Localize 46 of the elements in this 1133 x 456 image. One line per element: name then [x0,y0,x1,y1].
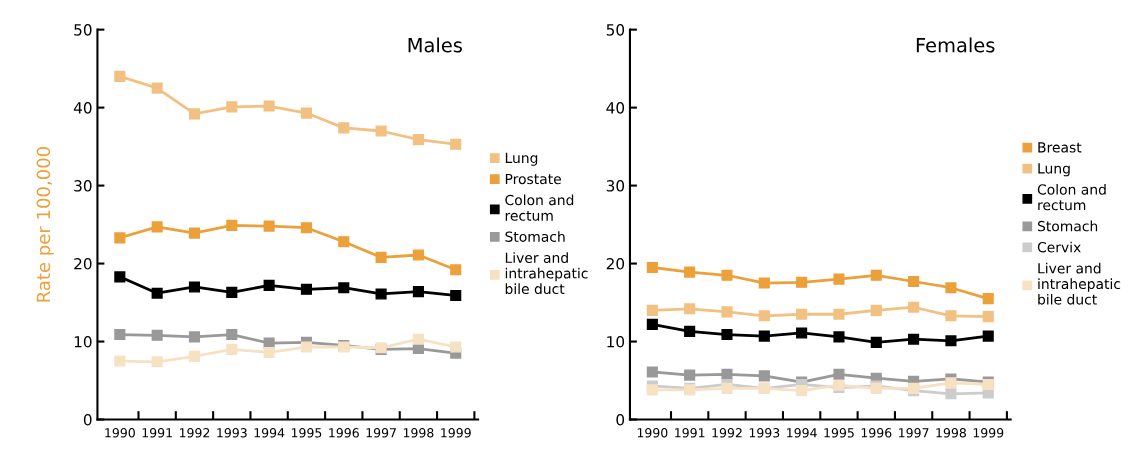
legend-label: Stomach [505,231,565,242]
y-tick-label: 20 [606,258,625,270]
x-tick-label: 1995 [824,428,854,438]
x-tick-label: 1999 [973,428,1004,438]
legend-label: Colon and rectum [505,194,574,221]
legend-label: Colon and rectum [1037,183,1106,211]
x-tick-label: 1996 [861,428,892,438]
x-tick-label: 1998 [403,428,434,438]
y-tick-label: 20 [74,258,92,270]
y-tick-label: 40 [73,102,92,114]
legend-label: Cervix [1037,241,1081,253]
y-tick-label: 30 [74,180,92,192]
y-tick-label: 10 [74,336,92,348]
y-tick-label: 10 [607,336,625,348]
y-tick-label: 50 [74,24,92,36]
legend-label: Stomach [1037,220,1098,232]
x-tick-label: 1994 [787,428,817,438]
x-tick-label: 1991 [675,428,705,438]
x-tick-label: 1996 [329,428,359,438]
legend-label: Breast [1038,142,1082,153]
x-tick-label: 1999 [441,428,471,438]
x-tick-label: 1992 [712,428,742,438]
x-tick-label: 1990 [105,428,135,438]
legend-label: Lung [505,152,538,166]
legend-label: Liver and intrahepatic bile duct [1038,262,1121,305]
x-tick-label: 1990 [637,428,668,438]
y-tick-label: 0 [616,413,625,426]
x-tick-label: 1995 [291,428,322,438]
y-tick-label: 30 [606,180,625,192]
chart-title: Females [916,37,995,53]
y-axis-title: Rate per 100,000 [36,147,54,302]
y-tick-label: 0 [83,413,92,426]
x-tick-label: 1997 [366,428,396,438]
x-tick-label: 1998 [936,428,966,438]
y-tick-label: 50 [606,24,625,36]
x-tick-label: 1991 [142,428,172,438]
legend-label: Lung [1038,163,1070,177]
legend-label: Liver and intrahepatic bile duct [505,252,588,295]
x-tick-label: 1992 [179,428,210,438]
x-tick-label: 1994 [254,428,285,438]
y-tick-label: 40 [606,102,625,114]
x-tick-label: 1997 [899,428,929,438]
x-tick-label: 1993 [217,428,247,438]
legend-label: Prostate [505,173,561,185]
x-tick-label: 1993 [749,428,780,438]
chart-title: Males [408,37,462,53]
